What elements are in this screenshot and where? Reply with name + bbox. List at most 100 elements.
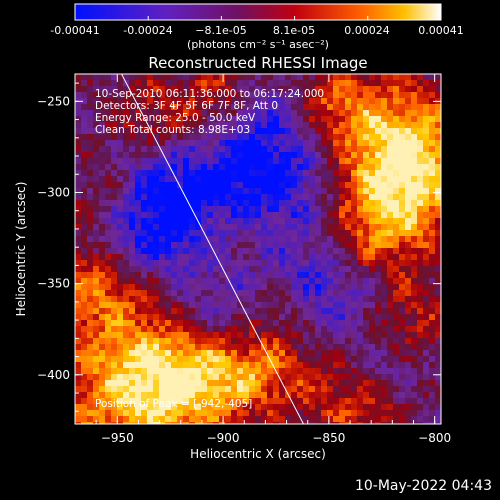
heatmap-cell bbox=[267, 332, 274, 339]
heatmap-cell bbox=[333, 254, 340, 261]
heatmap-cell bbox=[147, 110, 154, 117]
heatmap-cell bbox=[213, 308, 220, 315]
heatmap-cell bbox=[357, 194, 364, 201]
heatmap-cell bbox=[381, 338, 388, 345]
heatmap-cell bbox=[93, 296, 100, 303]
heatmap-cell bbox=[345, 212, 352, 219]
heatmap-cell bbox=[363, 170, 370, 177]
heatmap-cell bbox=[351, 176, 358, 183]
heatmap-cell bbox=[261, 230, 268, 237]
heatmap-cell bbox=[381, 254, 388, 261]
heatmap-cell bbox=[81, 110, 88, 117]
heatmap-cell bbox=[231, 98, 238, 105]
heatmap-cell bbox=[159, 356, 166, 363]
heatmap-cell bbox=[417, 290, 424, 297]
heatmap-cell bbox=[417, 320, 424, 327]
heatmap-cell bbox=[357, 386, 364, 393]
heatmap-cell bbox=[147, 380, 154, 387]
heatmap-cell bbox=[135, 368, 142, 375]
heatmap-cell bbox=[207, 278, 214, 285]
heatmap-cell bbox=[207, 230, 214, 237]
heatmap-cell bbox=[309, 404, 316, 411]
heatmap-cell bbox=[369, 152, 376, 159]
info-counts: Clean Total counts: 8.98E+03 bbox=[95, 124, 250, 136]
heatmap-cell bbox=[117, 182, 124, 189]
heatmap-cell bbox=[393, 380, 400, 387]
heatmap-cell bbox=[345, 230, 352, 237]
heatmap-cell bbox=[123, 338, 130, 345]
heatmap-cell bbox=[279, 146, 286, 153]
heatmap-cell bbox=[111, 344, 118, 351]
heatmap-cell bbox=[171, 134, 178, 141]
heatmap-cell bbox=[87, 356, 94, 363]
heatmap-cell bbox=[279, 272, 286, 279]
heatmap-cell bbox=[225, 188, 232, 195]
heatmap-cell bbox=[123, 374, 130, 381]
heatmap-cell bbox=[141, 248, 148, 255]
heatmap-cell bbox=[261, 356, 268, 363]
heatmap-cell bbox=[135, 386, 142, 393]
heatmap-cell bbox=[183, 380, 190, 387]
heatmap-cell bbox=[381, 164, 388, 171]
heatmap-cell bbox=[393, 242, 400, 249]
heatmap-cell bbox=[93, 362, 100, 369]
heatmap-cell bbox=[207, 188, 214, 195]
heatmap-cell bbox=[213, 392, 220, 399]
heatmap-cell bbox=[111, 188, 118, 195]
heatmap-cell bbox=[363, 182, 370, 189]
heatmap-cell bbox=[225, 404, 232, 411]
heatmap-cell bbox=[225, 416, 232, 423]
heatmap-cell bbox=[261, 158, 268, 165]
heatmap-cell bbox=[363, 212, 370, 219]
heatmap-cell bbox=[405, 218, 412, 225]
heatmap-cell bbox=[321, 374, 328, 381]
heatmap-cell bbox=[411, 146, 418, 153]
heatmap-cell bbox=[183, 350, 190, 357]
solar-limb-line bbox=[121, 74, 304, 424]
heatmap-cell bbox=[303, 182, 310, 189]
heatmap-cell bbox=[261, 332, 268, 339]
heatmap-cell bbox=[165, 164, 172, 171]
heatmap-cell bbox=[213, 344, 220, 351]
heatmap-cell bbox=[117, 74, 124, 81]
heatmap-cell bbox=[243, 110, 250, 117]
heatmap-cell bbox=[81, 272, 88, 279]
heatmap-cell bbox=[111, 374, 118, 381]
heatmap-cell bbox=[249, 278, 256, 285]
heatmap-cell bbox=[357, 236, 364, 243]
heatmap-cell bbox=[369, 230, 376, 237]
heatmap-cell bbox=[87, 398, 94, 405]
heatmap-cell bbox=[393, 134, 400, 141]
heatmap-cell bbox=[429, 290, 436, 297]
heatmap-cell bbox=[231, 410, 238, 417]
heatmap-cell bbox=[99, 332, 106, 339]
heatmap-cell bbox=[297, 176, 304, 183]
heatmap-cell bbox=[225, 356, 232, 363]
heatmap-cell bbox=[81, 290, 88, 297]
heatmap-cell bbox=[303, 128, 310, 135]
heatmap-cell bbox=[435, 422, 441, 424]
heatmap-cell bbox=[261, 128, 268, 135]
heatmap-cell bbox=[285, 116, 292, 123]
heatmap-cell bbox=[315, 362, 322, 369]
heatmap-cell bbox=[189, 278, 196, 285]
heatmap-cell bbox=[315, 404, 322, 411]
heatmap-cell bbox=[255, 266, 262, 273]
heatmap-cell bbox=[369, 158, 376, 165]
heatmap-cell bbox=[327, 320, 334, 327]
heatmap-cell bbox=[81, 170, 88, 177]
heatmap-cell bbox=[381, 410, 388, 417]
heatmap-cell bbox=[141, 386, 148, 393]
heatmap-cell bbox=[309, 308, 316, 315]
heatmap-cell bbox=[87, 110, 94, 117]
heatmap-cell bbox=[315, 122, 322, 129]
heatmap-cell bbox=[81, 248, 88, 255]
heatmap-cell bbox=[87, 74, 94, 81]
heatmap-cell bbox=[291, 386, 298, 393]
heatmap-cell bbox=[219, 116, 226, 123]
heatmap-cell bbox=[339, 242, 346, 249]
heatmap-cell bbox=[75, 380, 82, 387]
heatmap-cell bbox=[417, 218, 424, 225]
heatmap-cell bbox=[177, 140, 184, 147]
heatmap-cell bbox=[231, 206, 238, 213]
